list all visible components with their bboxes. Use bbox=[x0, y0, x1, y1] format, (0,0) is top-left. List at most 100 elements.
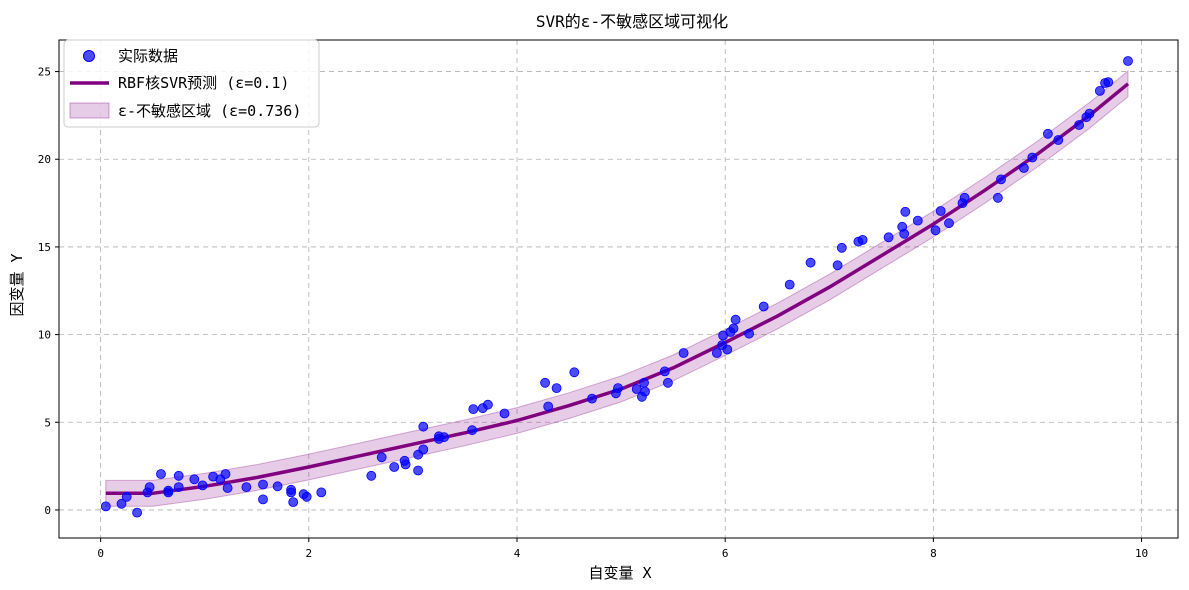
legend-label-epsilon-band: ε-不敏感区域 (ε=0.736) bbox=[118, 102, 301, 120]
data-point bbox=[722, 344, 733, 355]
data-point bbox=[222, 483, 233, 493]
legend-label-actual-data: 实际数据 bbox=[118, 47, 178, 65]
legend-label-prediction: RBF核SVR预测 (ε=0.1) bbox=[118, 74, 289, 92]
data-point bbox=[197, 480, 208, 491]
data-point bbox=[883, 232, 894, 243]
chart-title: SVR的ε-不敏感区域可视化 bbox=[536, 12, 728, 31]
y-tick-label: 0 bbox=[44, 504, 51, 517]
data-point bbox=[1095, 86, 1105, 96]
x-tick-label: 10 bbox=[1135, 547, 1148, 560]
data-point bbox=[173, 482, 184, 493]
plot-frame bbox=[58, 39, 1179, 539]
data-point bbox=[258, 479, 268, 490]
data-point bbox=[1084, 108, 1095, 119]
data-point bbox=[400, 459, 411, 470]
y-axis-label: 因变量 Y bbox=[8, 253, 26, 316]
data-point bbox=[1019, 163, 1029, 173]
data-points-layer bbox=[100, 56, 1133, 518]
data-point bbox=[439, 432, 450, 443]
data-point bbox=[959, 192, 970, 203]
data-point bbox=[144, 482, 155, 493]
y-tick-label: 5 bbox=[44, 416, 51, 429]
y-tick-label: 10 bbox=[38, 329, 51, 342]
x-tick-label: 4 bbox=[514, 547, 521, 560]
y-tick-label: 20 bbox=[38, 153, 51, 166]
data-point bbox=[640, 386, 650, 397]
data-point bbox=[712, 348, 722, 358]
data-point bbox=[639, 377, 649, 388]
data-point bbox=[376, 452, 387, 463]
data-point bbox=[543, 401, 554, 412]
data-point bbox=[1053, 135, 1064, 145]
data-point bbox=[836, 242, 847, 253]
y-tick-label: 25 bbox=[38, 66, 51, 79]
data-point bbox=[241, 482, 252, 493]
data-point bbox=[930, 225, 941, 236]
data-point bbox=[156, 469, 166, 479]
data-point bbox=[286, 484, 297, 495]
data-point bbox=[996, 174, 1006, 185]
data-point bbox=[569, 367, 580, 378]
data-point bbox=[100, 501, 111, 512]
data-point bbox=[631, 384, 642, 394]
x-tick-label: 6 bbox=[722, 547, 729, 560]
data-point bbox=[366, 470, 377, 481]
data-point bbox=[993, 192, 1003, 203]
data-point bbox=[418, 421, 429, 432]
data-point bbox=[467, 425, 478, 436]
x-axis-label: 自变量 X bbox=[588, 564, 651, 582]
data-point bbox=[1027, 152, 1038, 163]
data-point bbox=[944, 218, 954, 229]
data-point bbox=[413, 465, 424, 476]
axis-ticks: 0 2 4 6 8 10 0 5 10 15 20 25 bbox=[38, 66, 1148, 560]
data-point bbox=[173, 470, 184, 481]
data-point bbox=[482, 399, 493, 410]
y-tick-label: 15 bbox=[38, 241, 51, 254]
data-point bbox=[613, 383, 623, 394]
data-point bbox=[389, 462, 400, 472]
data-point bbox=[857, 234, 868, 245]
data-point bbox=[659, 366, 670, 377]
data-point bbox=[301, 491, 312, 502]
data-point bbox=[912, 215, 923, 226]
data-point bbox=[272, 481, 283, 492]
legend: 实际数据 RBF核SVR预测 (ε=0.1) ε-不敏感区域 (ε=0.736) bbox=[63, 39, 320, 128]
data-point bbox=[163, 485, 174, 496]
data-point bbox=[540, 377, 550, 388]
data-point bbox=[758, 301, 769, 312]
legend-marker-epsilon-band bbox=[69, 102, 110, 119]
data-point bbox=[678, 348, 689, 358]
data-point bbox=[784, 279, 795, 290]
data-point bbox=[832, 260, 843, 271]
data-point bbox=[587, 393, 597, 404]
data-point bbox=[121, 491, 132, 502]
data-point bbox=[220, 469, 231, 479]
data-point bbox=[189, 474, 200, 485]
data-point bbox=[1043, 128, 1053, 139]
legend-box bbox=[63, 39, 320, 128]
data-point bbox=[1074, 120, 1084, 130]
data-point bbox=[744, 328, 754, 339]
data-point bbox=[116, 498, 127, 509]
data-point bbox=[900, 206, 911, 217]
data-point bbox=[663, 377, 673, 388]
data-point bbox=[1123, 56, 1133, 66]
x-tick-label: 8 bbox=[930, 547, 937, 560]
epsilon-band bbox=[105, 69, 1129, 507]
data-point bbox=[935, 206, 946, 216]
epsilon-band-layer bbox=[105, 69, 1129, 507]
data-point bbox=[132, 507, 143, 518]
data-point bbox=[499, 408, 510, 419]
x-tick-label: 0 bbox=[97, 547, 104, 560]
data-point bbox=[316, 487, 327, 498]
data-point bbox=[805, 257, 816, 268]
legend-marker-actual-data bbox=[83, 50, 95, 62]
data-point bbox=[418, 444, 429, 455]
data-point bbox=[730, 314, 741, 325]
data-point bbox=[1103, 77, 1114, 87]
data-point bbox=[551, 383, 562, 394]
x-tick-label: 2 bbox=[306, 547, 313, 560]
data-point bbox=[258, 494, 268, 505]
data-point bbox=[899, 228, 910, 239]
